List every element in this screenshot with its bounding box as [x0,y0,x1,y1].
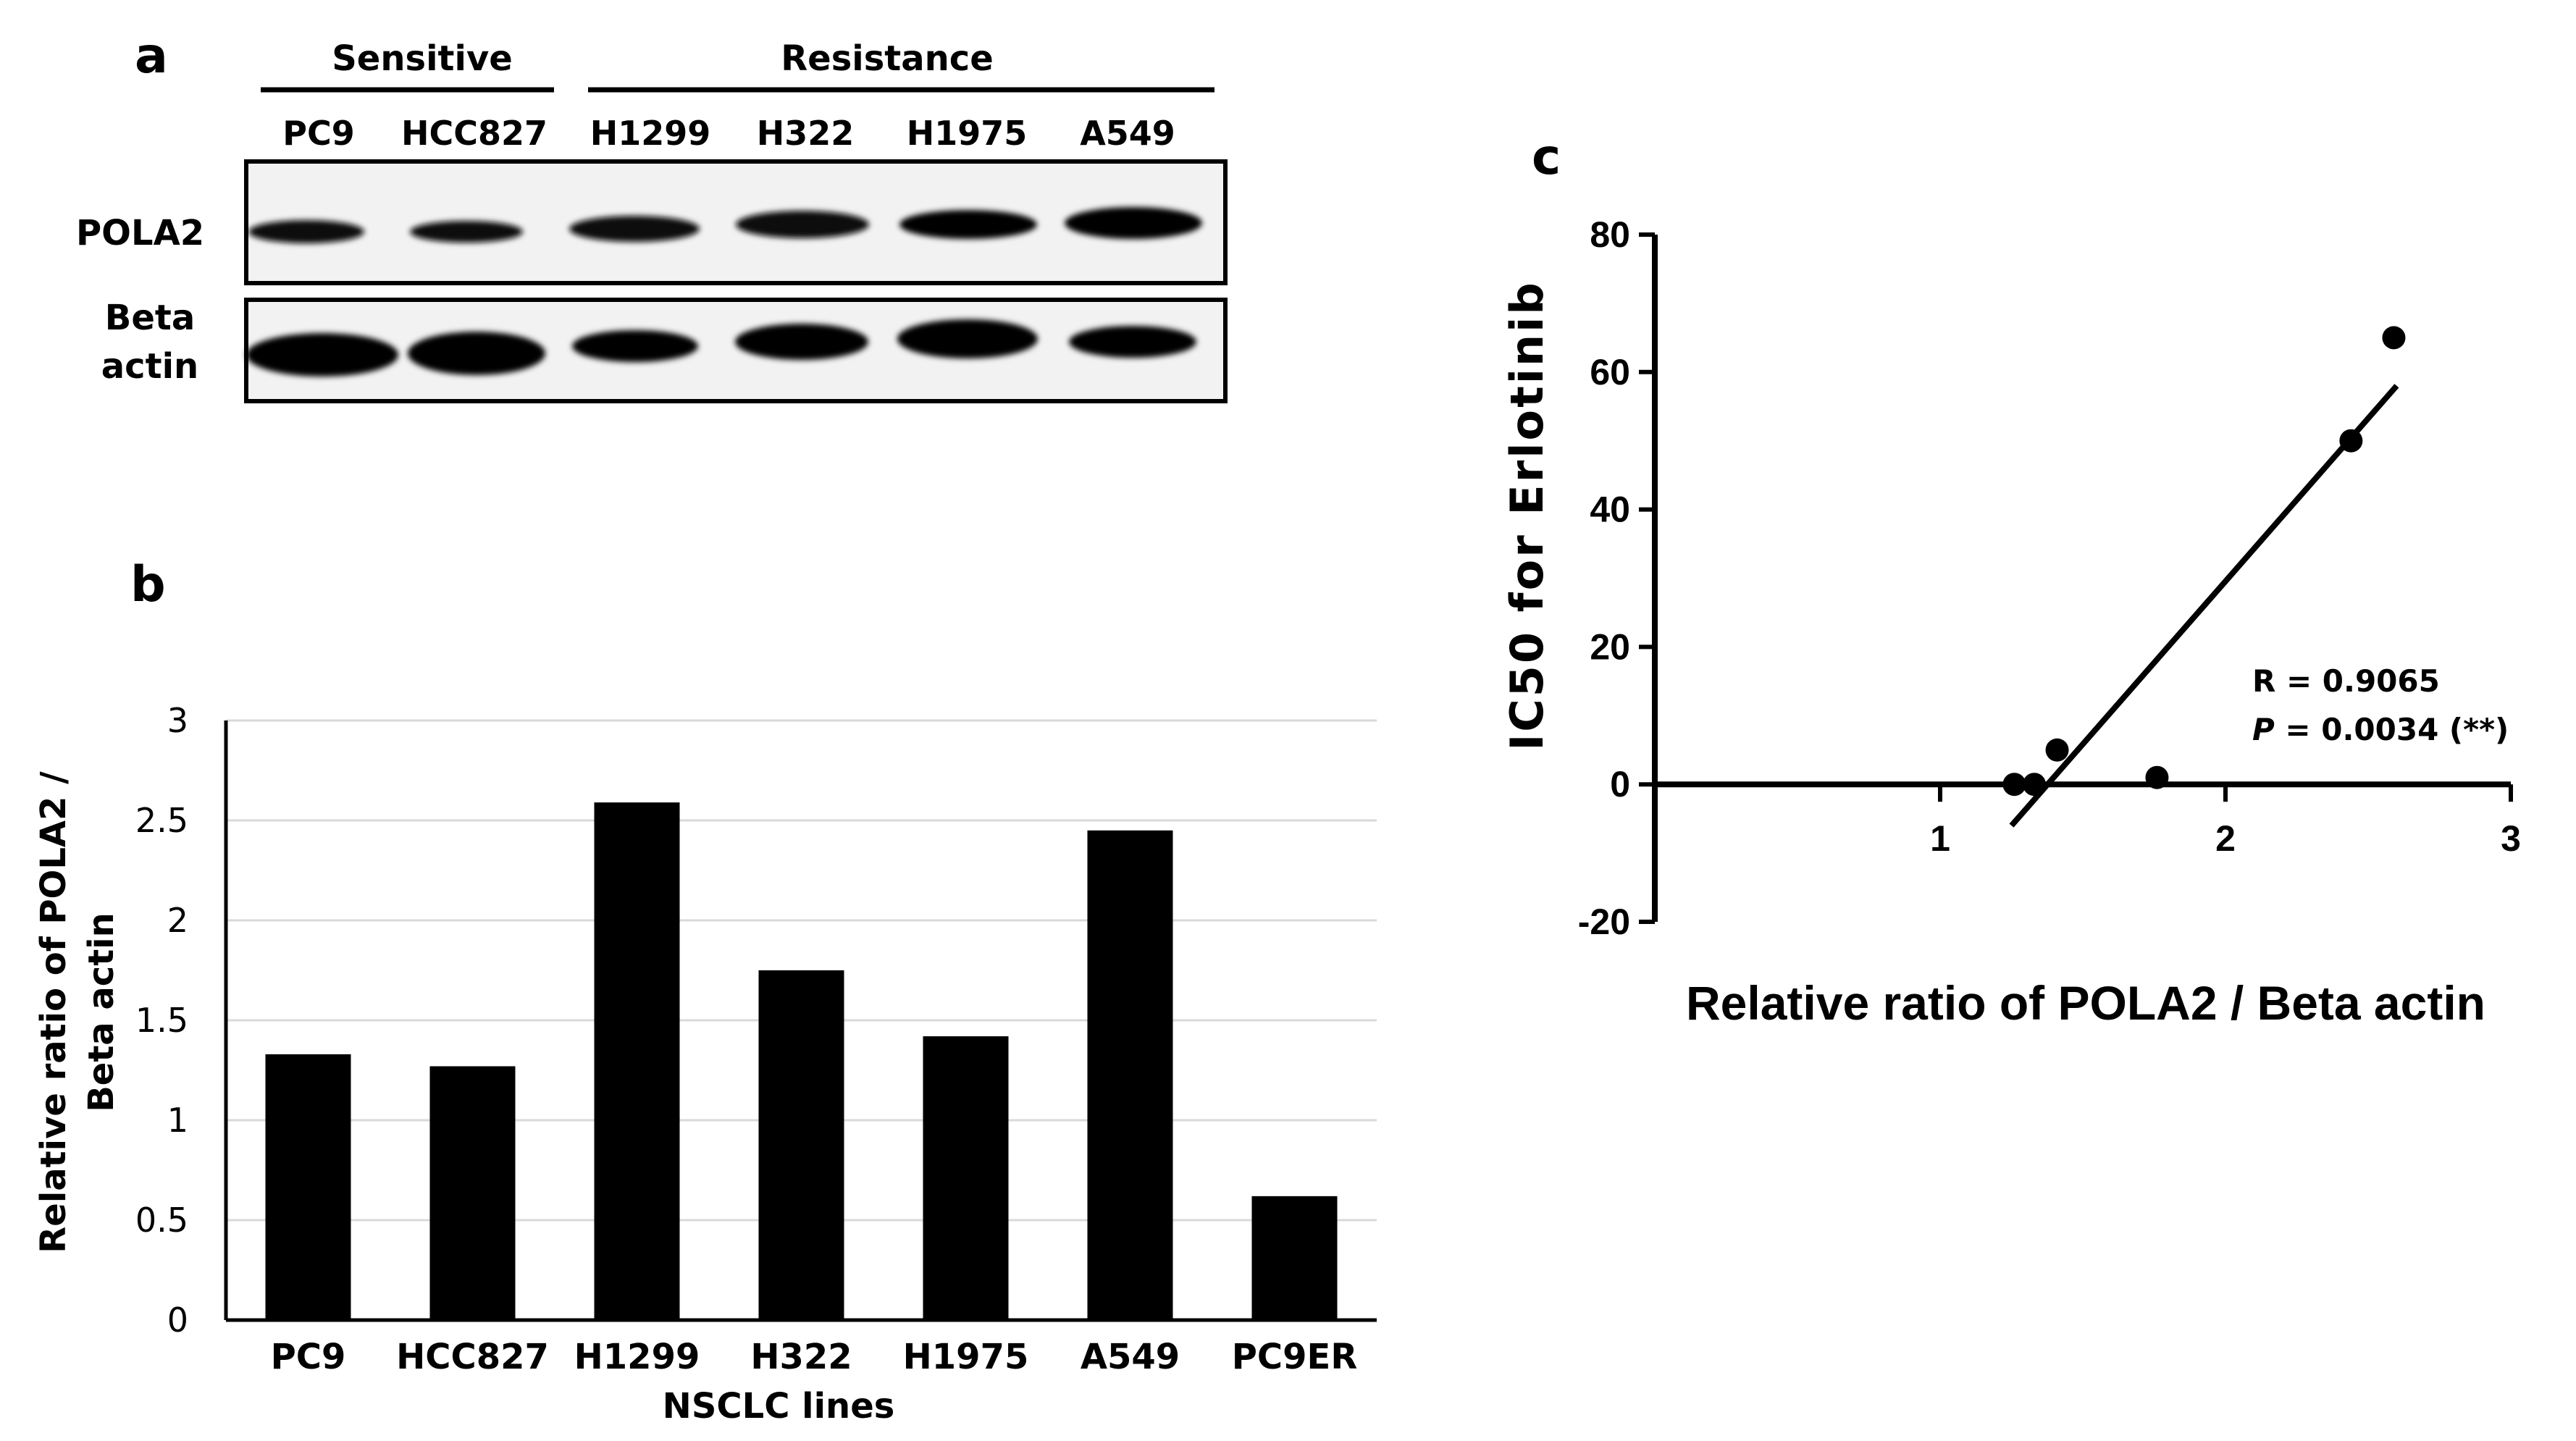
band-actin-h1299 [572,330,698,362]
band-pola2-h322 [736,211,869,238]
scatter-point [2145,765,2169,789]
bar-chart-y-tick-label: 2 [167,901,188,940]
scatter-point [2045,738,2069,762]
scatter-y-tick-label: 80 [1590,214,1630,255]
bar-h1299 [594,802,680,1320]
scatter-point [2339,429,2363,453]
bar-h1975 [923,1036,1009,1320]
band-pola2-a549 [1065,207,1202,239]
scatter-annotation-p: P = 0.0034 (**) [2252,712,2509,747]
panel-a-western-blot: a Sensitive Resistance PC9 HCC827 H1299 H32… [76,28,1228,403]
blot-frame-pola2 [244,159,1228,285]
bar-chart-bars [265,802,1338,1320]
scatter-point [2023,773,2047,797]
scatter-axes [1652,235,2511,922]
bar-h322 [758,970,844,1320]
band-actin-h322 [735,324,868,360]
bar-chart-x-tick-label: H1975 [903,1337,1029,1377]
scatter-y-tick-label: 40 [1590,490,1630,530]
scatter-x-ticks: 1 2 3 [1930,784,2521,859]
band-actin-a549 [1069,326,1196,358]
lane-label-h322: H322 [757,114,855,153]
scatter-y-axis-title: IC50 for Erlotinib [1501,280,1553,751]
group-label-resistance: Resistance [781,38,994,79]
bar-chart-x-tick-label: A549 [1081,1337,1180,1377]
scatter-x-tick-label: 1 [1930,818,1950,859]
panel-b-bar-chart: b 0 0.5 1 1.5 2 2.5 3 PC9 HCC827 H1299 H322 H1975 A… [33,556,1377,1427]
bar-chart-x-tick-label: HCC827 [396,1337,549,1377]
bar-chart-y-ticks: 0 0.5 1 1.5 2 2.5 3 [135,701,188,1340]
bar-chart-y-title-line1: Relative ratio of POLA2 / [33,771,74,1253]
bar-chart-x-ticks: PC9 HCC827 H1299 H322 H1975 A549 PC9ER [271,1337,1358,1377]
scatter-x-tick-label: 3 [2501,818,2521,859]
band-pola2-hcc827 [410,221,523,243]
band-actin-hcc827 [408,332,545,375]
bar-chart-y-tick-label: 0.5 [135,1201,188,1240]
bar-chart-x-tick-label: H322 [750,1337,852,1377]
scatter-annotation-p-symbol: P [2252,712,2275,747]
bands-beta-actin [246,319,1196,377]
row-label-actin: actin [101,346,198,387]
lane-label-a549: A549 [1080,114,1175,153]
bar-chart-x-axis-title: NSCLC lines [663,1386,895,1427]
band-pola2-pc9 [248,220,364,243]
bar-chart-y-tick-label: 2.5 [135,801,188,840]
lane-label-hcc827: HCC827 [401,114,547,153]
lane-label-pc9: PC9 [282,114,354,153]
group-label-sensitive: Sensitive [332,38,513,79]
scatter-x-axis-title: Relative ratio of POLA2 / Beta actin [1686,976,2485,1030]
bar-chart-y-tick-label: 0 [167,1301,188,1340]
bar-a549 [1087,830,1173,1320]
panel-b-label: b [130,556,166,613]
lane-labels: PC9 HCC827 H1299 H322 H1975 A549 [282,114,1175,153]
scatter-fit-line [2009,384,2399,828]
bar-chart-y-tick-label: 3 [167,701,188,740]
scatter-y-tick-label: 20 [1590,626,1630,667]
scatter-points [2002,326,2406,797]
bar-pc9 [265,1054,351,1320]
scatter-point [2002,773,2026,797]
row-label-beta: Beta [105,298,195,338]
bar-chart-x-tick-label: PC9 [271,1337,346,1377]
bar-chart-x-tick-label: H1299 [574,1337,700,1377]
bar-chart-y-title-line2: Beta actin [81,912,122,1112]
scatter-point [2382,326,2406,350]
bar-chart-x-tick-label: PC9ER [1232,1337,1358,1377]
bar-chart-y-tick-label: 1 [167,1101,188,1140]
bands-pola2 [248,207,1202,243]
scatter-y-tick-label: -20 [1578,902,1630,942]
lane-label-h1975: H1975 [907,114,1028,153]
scatter-y-tick-label: 60 [1590,352,1630,392]
scatter-y-ticks: -20 0 20 40 60 80 [1578,214,1655,942]
bar-chart-y-tick-label: 1.5 [135,1001,188,1040]
scatter-fit-line-group [2009,384,2399,828]
row-label-pola2: POLA2 [76,213,204,253]
bar-hcc827 [429,1066,516,1320]
scatter-y-tick-label: 0 [1610,764,1630,804]
band-pola2-h1975 [899,210,1037,239]
lane-label-h1299: H1299 [590,114,711,153]
panel-c-scatter-plot: c -20 0 20 40 60 80 1 2 3 R = 0.9065 P = 0.0034… [1501,129,2521,1030]
panel-a-label: a [135,28,168,85]
band-pola2-h1299 [569,216,700,242]
scatter-annotation-p-value: = 0.0034 (**) [2275,712,2509,747]
scatter-annotation-r: R = 0.9065 [2252,663,2440,699]
panel-c-label: c [1532,129,1561,186]
bar-chart-y-axis-title: Relative ratio of POLA2 / Beta actin [33,771,122,1253]
band-actin-pc9 [246,333,398,377]
bar-pc9er [1251,1196,1338,1320]
band-actin-h1975 [897,319,1038,358]
scatter-x-tick-label: 2 [2215,818,2236,859]
scatter-y-axis-title-wrap: IC50 for Erlotinib [1501,280,1553,751]
